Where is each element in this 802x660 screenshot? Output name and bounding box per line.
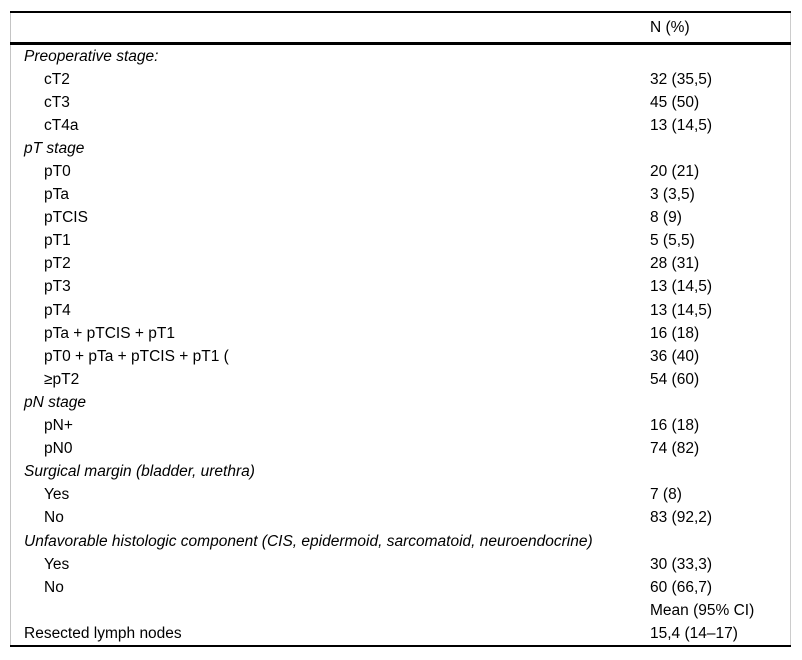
row-value: 8 (9) (650, 209, 682, 227)
table-row: pN+ 16 (18) (11, 415, 790, 438)
table-row: pT0 20 (21) (11, 160, 790, 183)
row-label: ≥pT2 (44, 370, 80, 388)
table-bottom-rule (10, 645, 791, 648)
row-value: 45 (50) (650, 93, 700, 111)
row-value: 32 (35,5) (650, 70, 713, 88)
table-row: cT4a 13 (14,5) (11, 114, 790, 137)
table-row: pT4 13 (14,5) (11, 299, 790, 322)
table-row: pT1 5 (5,5) (11, 230, 790, 253)
table-body: Preoperative stage: cT2 32 (35,5) cT3 45… (10, 45, 791, 646)
row-value: 30 (33,3) (650, 555, 713, 573)
table-row: pT3 13 (14,5) (11, 276, 790, 299)
row-value: 5 (5,5) (650, 232, 695, 250)
table-row: pN stage (11, 391, 790, 414)
row-value: 54 (60) (650, 370, 700, 388)
row-label: pT stage (24, 139, 85, 157)
table-row: Yes 30 (33,3) (11, 553, 790, 576)
row-label: Surgical margin (bladder, urethra) (24, 463, 255, 481)
table-top-rule (10, 11, 791, 13)
row-value: 13 (14,5) (650, 278, 713, 296)
clinical-outcomes-table: N (%) Preoperative stage: cT2 32 (35,5) … (10, 11, 791, 648)
table-row: Surgical margin (bladder, urethra) (11, 461, 790, 484)
table-row: Unfavorable histologic component (CIS, e… (11, 530, 790, 553)
row-label: cT2 (44, 70, 70, 88)
table-row: No 83 (92,2) (11, 507, 790, 530)
row-value: 15,4 (14–17) (650, 624, 738, 642)
row-label: No (44, 578, 64, 596)
row-label: pN+ (44, 417, 73, 435)
row-value: 83 (92,2) (650, 509, 713, 527)
row-label: cT3 (44, 93, 70, 111)
row-value: 20 (21) (650, 163, 700, 181)
row-label: Yes (44, 555, 70, 573)
table-row: pTa + pTCIS + pT1 16 (18) (11, 322, 790, 345)
row-label: pTa (44, 186, 69, 204)
row-label: pTCIS (44, 209, 88, 227)
row-value: 7 (8) (650, 486, 682, 504)
row-value: 16 (18) (650, 417, 700, 435)
table-row: Yes 7 (8) (11, 484, 790, 507)
row-label: pT4 (44, 301, 71, 319)
row-label: Resected lymph nodes (24, 624, 182, 642)
row-value: 36 (40) (650, 347, 700, 365)
row-label: Unfavorable histologic component (CIS, e… (24, 532, 593, 550)
row-label: pT0 (44, 163, 71, 181)
row-value: 16 (18) (650, 324, 700, 342)
row-label: pTa + pTCIS + pT1 (44, 324, 175, 342)
row-label: pN stage (24, 393, 87, 411)
row-value: 13 (14,5) (650, 301, 713, 319)
row-label: cT4a (44, 116, 79, 134)
row-label: No (44, 509, 64, 527)
table-header-row: N (%) (10, 13, 791, 42)
row-value: 3 (3,5) (650, 186, 695, 204)
row-label: Preoperative stage: (24, 47, 159, 65)
table-row: No 60 (66,7) (11, 576, 790, 599)
row-value: 74 (82) (650, 440, 700, 458)
row-label: pT0 + pTa + pTCIS + pT1 ( (44, 347, 229, 365)
column-header-n-percent: N (%) (650, 18, 690, 36)
table-row: Mean (95% CI) (11, 599, 790, 622)
table-row: pTa 3 (3,5) (11, 184, 790, 207)
table-row: pT0 + pTa + pTCIS + pT1 ( 36 (40) (11, 345, 790, 368)
row-value: 60 (66,7) (650, 578, 713, 596)
row-value: Mean (95% CI) (650, 601, 755, 619)
table-row: pN0 74 (82) (11, 438, 790, 461)
row-value: 28 (31) (650, 255, 700, 273)
table-row: pT stage (11, 137, 790, 160)
row-label: pT3 (44, 278, 71, 296)
row-label: pN0 (44, 440, 73, 458)
header-separator-rule (10, 42, 791, 45)
table-row: cT3 45 (50) (11, 91, 790, 114)
table-row: pT2 28 (31) (11, 253, 790, 276)
table-row: Resected lymph nodes 15,4 (14–17) (11, 622, 790, 645)
table-row: Preoperative stage: (11, 45, 790, 68)
table-row: ≥pT2 54 (60) (11, 368, 790, 391)
table-row: pTCIS 8 (9) (11, 207, 790, 230)
row-label: pT2 (44, 255, 71, 273)
row-label: Yes (44, 486, 70, 504)
table-row: cT2 32 (35,5) (11, 68, 790, 91)
row-value: 13 (14,5) (650, 116, 713, 134)
row-label: pT1 (44, 232, 71, 250)
